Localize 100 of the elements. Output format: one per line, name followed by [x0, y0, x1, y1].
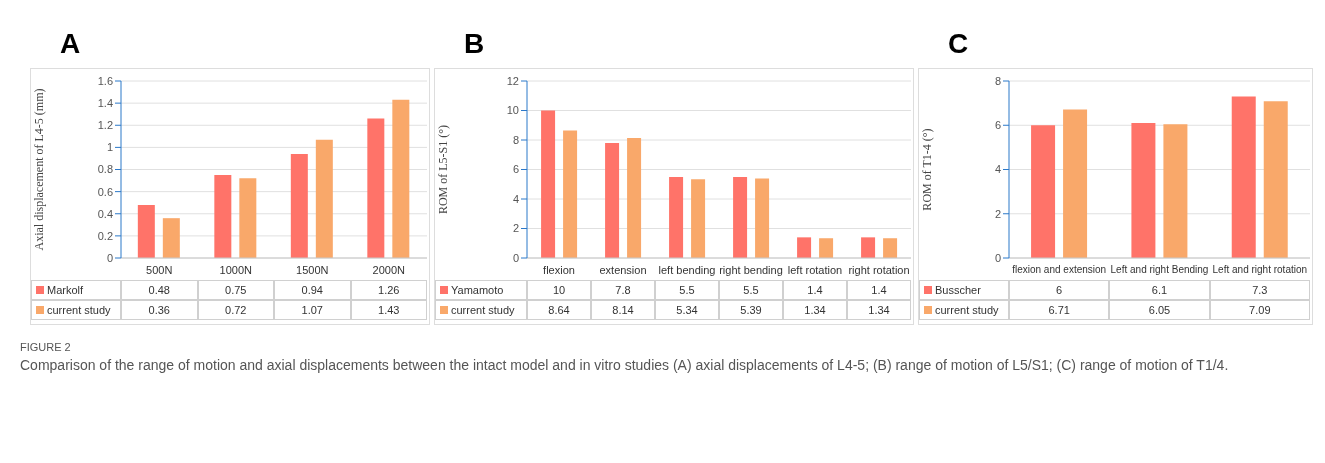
y-tick-label: 8	[512, 133, 519, 146]
y-tick-label: 0	[994, 251, 1001, 264]
bar	[669, 176, 684, 258]
y-tick-label: 0.8	[97, 163, 113, 176]
bar	[290, 154, 308, 258]
x-tick-label: extension	[599, 263, 647, 276]
data-label: 0.75	[197, 280, 274, 300]
data-label: 6.71	[1009, 300, 1110, 320]
text: Comparison of the range of motion and axial displacements between the intact model and in vitro studies (A) axial displacements of L4-5; (B) range of motion of L5/S1; (C) range of motion of T1/4.	[20, 357, 1230, 373]
legend-label: current study	[31, 300, 121, 320]
y-tick-label: 0	[512, 251, 519, 264]
bar	[755, 178, 770, 258]
bar	[1063, 109, 1088, 258]
data-label: 7.3	[1209, 280, 1310, 300]
x-tick-label: 500N	[146, 263, 173, 276]
data-label: 6	[1009, 280, 1110, 300]
x-tick-label: 1000N	[219, 263, 253, 276]
x-tick-label: Left and right rotation	[1212, 264, 1308, 276]
data-label: 1.26	[350, 280, 427, 300]
y-tick-label: 1.6	[97, 74, 113, 87]
y-tick-label: 0	[106, 251, 113, 264]
bar	[1031, 125, 1056, 258]
data-label: 1.43	[350, 300, 427, 320]
bar	[1131, 123, 1156, 258]
data-label: 0.72	[197, 300, 274, 320]
data-label: 5.34	[655, 300, 719, 320]
chart-title: C	[947, 28, 970, 61]
x-tick-label: flexion	[543, 263, 575, 276]
x-tick-label: 2000N	[372, 263, 406, 276]
bar	[627, 137, 642, 258]
data-label: 7.8	[591, 280, 655, 300]
y-tick-label: 12	[506, 74, 519, 87]
data-label: 0.94	[274, 280, 351, 300]
legend-label: Markolf	[31, 280, 121, 300]
data-label: 1.4	[783, 280, 847, 300]
bar	[1231, 96, 1256, 258]
data-label: 5.5	[655, 280, 719, 300]
y-tick-label: 4	[512, 192, 519, 205]
bar	[797, 237, 812, 258]
data-label: 5.5	[719, 280, 783, 300]
legend-label: Busscher	[919, 280, 1009, 300]
y-tick-label: 6	[994, 119, 1001, 132]
y-tick-label: 1.2	[97, 119, 113, 132]
y-tick-label: 2	[994, 207, 1001, 220]
data-label: 0.48	[121, 280, 198, 300]
x-tick-label: 1500N	[296, 263, 329, 276]
y-tick-label: 4	[994, 163, 1001, 176]
y-axis-title: ROM of L5-S1 (°)	[436, 124, 451, 215]
data-label: 1.07	[274, 300, 351, 320]
data-label: 5.39	[719, 300, 783, 320]
x-tick-label: left rotation	[787, 263, 843, 276]
x-tick-label: flexion and extension	[1012, 264, 1107, 276]
bar	[733, 176, 748, 258]
bar	[691, 179, 706, 258]
y-tick-label: 2	[512, 222, 519, 235]
chart-title: B	[463, 28, 486, 61]
y-tick-label: 1	[106, 141, 113, 154]
bar	[541, 110, 556, 258]
data-label: 6.1	[1109, 280, 1210, 300]
bar	[819, 238, 834, 258]
chart-title: A	[59, 28, 82, 61]
x-tick-label: right bending	[719, 263, 783, 276]
bar	[563, 130, 578, 258]
data-label: 1.34	[847, 300, 911, 320]
y-axis-title: ROM of T1-4 (°)	[920, 128, 935, 211]
legend-label: Yamamoto	[435, 280, 527, 300]
data-label: 6.05	[1109, 300, 1210, 320]
bar	[883, 238, 898, 258]
bar	[1163, 124, 1188, 258]
data-label: 1.34	[783, 300, 847, 320]
data-label: 10	[527, 280, 591, 300]
y-tick-label: 1.4	[97, 97, 113, 110]
bar	[162, 218, 180, 258]
data-label: 8.64	[527, 300, 591, 320]
y-tick-label: 0.6	[97, 185, 113, 198]
y-tick-label: 0.4	[97, 207, 113, 220]
data-label: 7.09	[1209, 300, 1310, 320]
x-tick-label: left bending	[658, 263, 716, 276]
bar	[315, 139, 333, 258]
data-label: 8.14	[591, 300, 655, 320]
bar	[214, 175, 232, 258]
y-tick-label: 6	[512, 163, 519, 176]
bar	[239, 178, 257, 258]
legend-label: current study	[435, 300, 527, 320]
x-tick-label: right rotation	[848, 263, 910, 276]
y-axis-title: Axial displacement of L4-5 (mm)	[32, 88, 47, 251]
y-tick-label: 0.2	[97, 229, 113, 242]
bar	[367, 118, 385, 258]
legend-label: current study	[919, 300, 1009, 320]
bar	[605, 142, 620, 258]
y-tick-label: 8	[994, 74, 1001, 87]
bar	[1263, 101, 1288, 258]
bar	[392, 99, 410, 258]
caption: FIGURE 2	[20, 341, 72, 353]
y-tick-label: 10	[506, 104, 519, 117]
bar	[861, 237, 876, 258]
data-label: 1.4	[847, 280, 911, 300]
bar	[137, 204, 155, 258]
x-tick-label: Left and right Bending	[1110, 264, 1209, 276]
data-label: 0.36	[121, 300, 198, 320]
